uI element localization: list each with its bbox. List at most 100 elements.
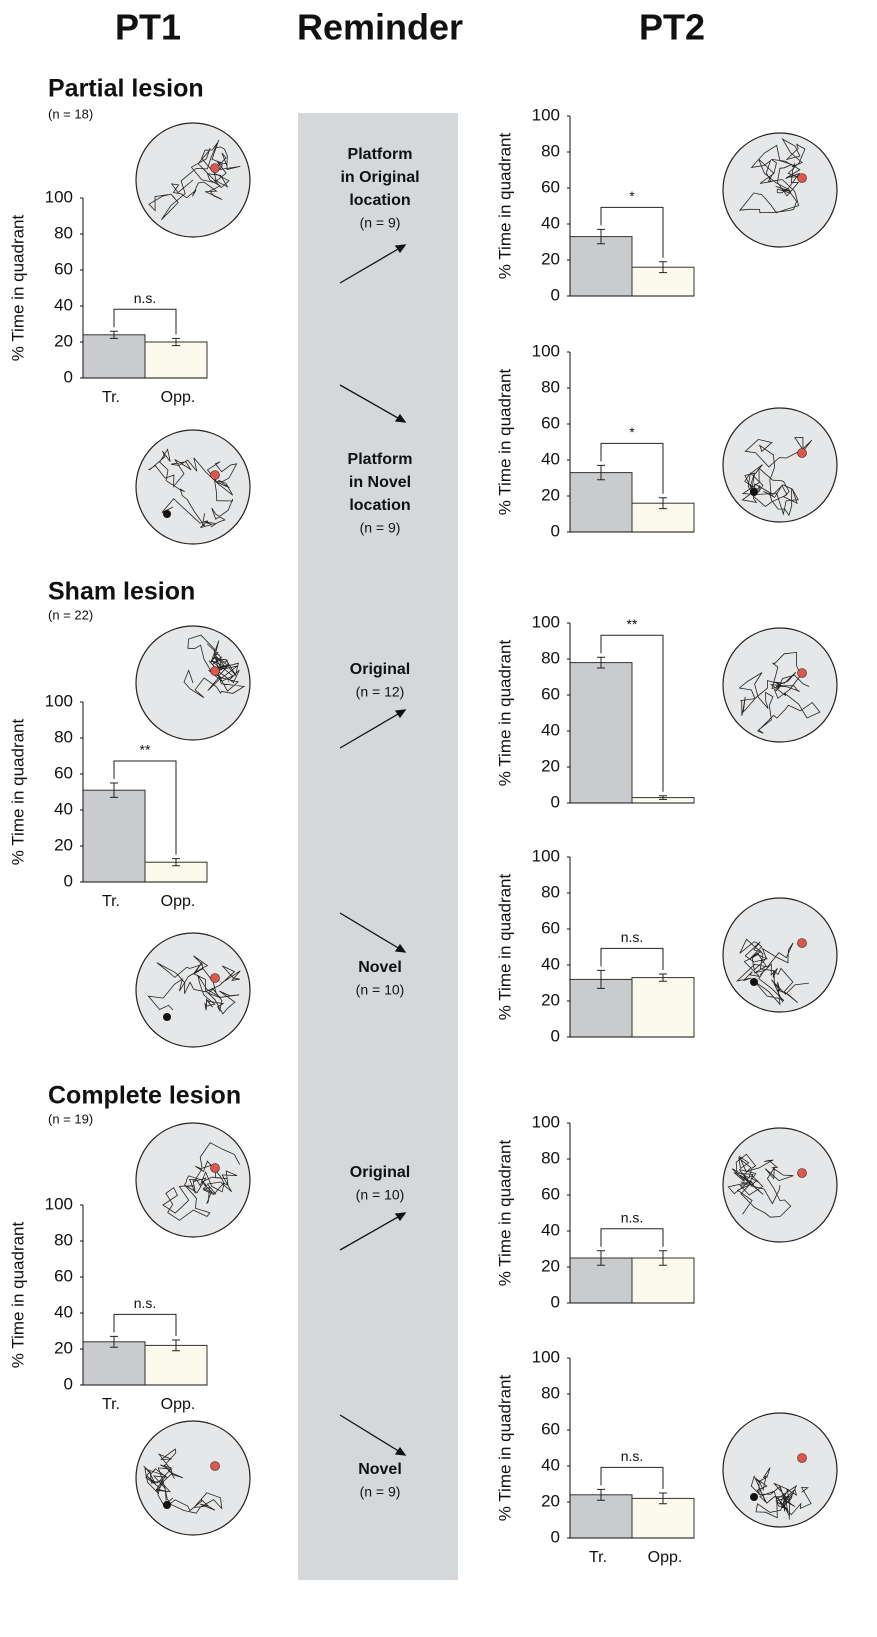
bar xyxy=(632,1498,694,1538)
y-tick-label: 80 xyxy=(541,1383,560,1402)
y-tick-label: 0 xyxy=(551,792,560,811)
pool-outline xyxy=(136,933,250,1047)
significance-label: ** xyxy=(140,742,151,758)
y-tick-label: 40 xyxy=(54,295,73,314)
reminder-n: (n = 10) xyxy=(356,1187,405,1203)
y-tick-label: 100 xyxy=(532,1347,560,1366)
y-tick-label: 60 xyxy=(541,918,560,937)
pool-outline xyxy=(136,1421,250,1535)
reminder-label: Original xyxy=(350,1164,410,1181)
x-tick-label: Opp. xyxy=(161,893,196,910)
significance-label: * xyxy=(629,424,635,440)
bar xyxy=(570,473,632,532)
y-tick-label: 20 xyxy=(541,1256,560,1275)
y-tick-label: 80 xyxy=(541,377,560,396)
y-tick-label: 20 xyxy=(541,249,560,268)
y-tick-label: 80 xyxy=(541,882,560,901)
y-tick-label: 0 xyxy=(551,521,560,540)
platform xyxy=(211,1164,220,1173)
y-tick-label: 60 xyxy=(54,259,73,278)
x-tick-label: Opp. xyxy=(161,1396,196,1413)
y-tick-label: 40 xyxy=(54,799,73,818)
pool xyxy=(723,408,837,522)
platform xyxy=(211,471,220,480)
column-header: Reminder xyxy=(297,7,463,48)
start-point xyxy=(750,978,758,986)
start-point xyxy=(750,1493,758,1501)
bar-chart: 020406080100% Time in quadrantn.s. xyxy=(495,846,694,1045)
y-tick-label: 100 xyxy=(532,846,560,865)
y-tick-label: 60 xyxy=(541,684,560,703)
y-axis-label: % Time in quadrant xyxy=(495,639,514,786)
x-tick-label: Opp. xyxy=(648,1549,683,1566)
y-tick-label: 40 xyxy=(541,1220,560,1239)
bar xyxy=(83,335,145,378)
y-tick-label: 80 xyxy=(54,1230,73,1249)
significance-bracket xyxy=(114,1314,176,1336)
platform xyxy=(798,669,807,678)
reminder-label: in Novel xyxy=(349,474,411,491)
platform xyxy=(798,939,807,948)
pool xyxy=(136,1123,250,1237)
y-tick-label: 100 xyxy=(532,105,560,124)
figure: PT1 Reminder PT2 Partial lesion(n = 18)S… xyxy=(0,0,877,1637)
significance-bracket xyxy=(114,309,176,334)
significance-label: n.s. xyxy=(621,929,644,945)
y-tick-label: 20 xyxy=(54,1338,73,1357)
reminder-label: location xyxy=(349,497,410,514)
y-tick-label: 100 xyxy=(45,187,73,206)
y-tick-label: 40 xyxy=(541,213,560,232)
y-axis-label: % Time in quadrant xyxy=(8,214,27,361)
significance-label: n.s. xyxy=(621,1210,644,1226)
y-tick-label: 40 xyxy=(54,1302,73,1321)
y-axis-label: % Time in quadrant xyxy=(8,1221,27,1368)
reminder-label: Original xyxy=(350,661,410,678)
bar-chart: 020406080100% Time in quadrantn.s. xyxy=(495,1112,694,1311)
reminder-n: (n = 10) xyxy=(356,982,405,998)
significance-label: ** xyxy=(627,616,638,632)
y-axis-label: % Time in quadrant xyxy=(495,368,514,515)
y-tick-label: 60 xyxy=(541,177,560,196)
y-tick-label: 80 xyxy=(541,648,560,667)
platform xyxy=(211,164,220,173)
y-axis-label: % Time in quadrant xyxy=(8,718,27,865)
y-tick-label: 0 xyxy=(551,285,560,304)
y-tick-label: 60 xyxy=(541,1184,560,1203)
start-point xyxy=(750,488,758,496)
platform xyxy=(211,974,220,983)
reminder-label: Platform xyxy=(348,146,413,163)
y-tick-label: 20 xyxy=(54,331,73,350)
y-tick-label: 20 xyxy=(541,1491,560,1510)
x-tick-label: Opp. xyxy=(161,389,196,406)
bar xyxy=(632,978,694,1037)
pool xyxy=(723,628,837,742)
pool xyxy=(723,898,837,1012)
y-tick-label: 100 xyxy=(45,691,73,710)
bar xyxy=(570,663,632,803)
bar xyxy=(145,342,207,378)
y-tick-label: 20 xyxy=(541,990,560,1009)
pool xyxy=(136,1421,250,1535)
pool-outline xyxy=(723,1413,837,1527)
y-axis-label: % Time in quadrant xyxy=(495,1139,514,1286)
reminder-label: location xyxy=(349,192,410,209)
y-tick-label: 40 xyxy=(541,449,560,468)
y-tick-label: 40 xyxy=(541,720,560,739)
significance-label: n.s. xyxy=(621,1448,644,1464)
significance-label: * xyxy=(629,188,635,204)
group-n: (n = 22) xyxy=(48,607,93,622)
y-tick-label: 100 xyxy=(532,612,560,631)
y-tick-label: 80 xyxy=(541,141,560,160)
y-tick-label: 60 xyxy=(54,763,73,782)
group-n: (n = 19) xyxy=(48,1111,93,1126)
y-tick-label: 100 xyxy=(45,1194,73,1213)
y-axis-label: % Time in quadrant xyxy=(495,873,514,1020)
x-tick-label: Tr. xyxy=(589,1549,607,1566)
y-tick-label: 100 xyxy=(532,341,560,360)
pool xyxy=(723,1128,837,1242)
y-tick-label: 60 xyxy=(541,1419,560,1438)
y-tick-label: 60 xyxy=(54,1266,73,1285)
